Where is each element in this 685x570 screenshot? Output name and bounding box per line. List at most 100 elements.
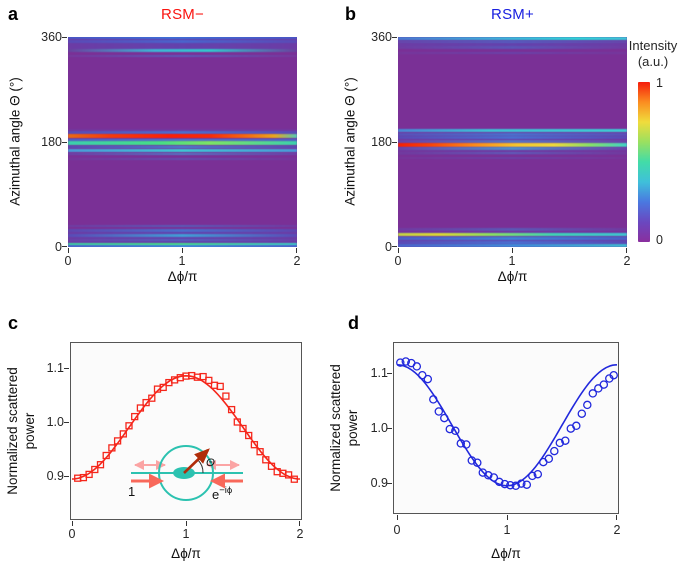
panel-c-xaxis-label: Δϕ/π — [171, 546, 201, 561]
data-point-square — [108, 444, 116, 452]
data-point-square — [102, 451, 110, 460]
tick-mark — [392, 142, 397, 143]
data-point-circle — [572, 421, 581, 431]
data-point-square — [136, 404, 145, 412]
panel-c-xtick-1: 1 — [182, 527, 190, 541]
data-point-circle — [550, 446, 559, 456]
data-point-circle — [500, 479, 510, 489]
panel-d-xtick-2: 2 — [613, 523, 621, 537]
panel-a-letter: a — [8, 4, 19, 24]
fit-curve — [396, 364, 618, 487]
data-point-circle — [429, 395, 438, 404]
heatmap-band — [68, 138, 297, 141]
colorbar-title-line1: Intensity — [628, 38, 678, 53]
counter-wave-base: e — [212, 487, 219, 502]
tick-mark — [398, 248, 399, 253]
heatmap-b — [398, 37, 627, 247]
heatmap-band — [68, 224, 297, 228]
tick-mark — [186, 521, 187, 526]
data-point-square — [148, 394, 156, 402]
heatmap-band — [398, 147, 627, 150]
heatmap-band — [68, 233, 297, 237]
heatmap-band — [68, 238, 297, 242]
panel-d-xtick-1: 1 — [503, 523, 511, 537]
panel-b-ytick-360: 360 — [371, 30, 392, 44]
panel-a-xtick-2: 2 — [293, 254, 301, 268]
data-point-square — [227, 405, 236, 414]
input-amplitude-label: 1 — [128, 484, 135, 499]
panel-a-title: RSM− — [161, 6, 204, 23]
panel-d-ytick-0_9: 0.9 — [370, 476, 388, 490]
data-point-square — [113, 437, 122, 445]
heatmap-band — [68, 229, 297, 233]
heatmap-band — [68, 153, 297, 156]
colorbar-min-label: 0 — [656, 233, 663, 247]
inset-diagram: 1 Θ e−iϕ — [128, 445, 243, 502]
heatmap-band — [398, 133, 627, 136]
panel-b-yaxis-label: Azimuthal angle Θ (°) — [342, 77, 358, 206]
angle-arc — [197, 459, 204, 474]
tick-mark — [626, 248, 627, 253]
heatmap-band — [68, 145, 297, 148]
panel-c-ytick-0_9: 0.9 — [46, 469, 64, 483]
data-point-square — [199, 372, 207, 381]
heatmap-band — [68, 148, 297, 152]
heatmap-band — [68, 48, 297, 52]
colorbar-max-label: 1 — [656, 76, 663, 90]
data-point-square — [131, 412, 139, 421]
tick-mark — [62, 246, 67, 247]
tick-mark — [387, 373, 392, 374]
panel-b-xaxis-label: Δϕ/π — [497, 269, 528, 284]
data-point-square — [96, 461, 105, 469]
heatmap-band — [398, 129, 627, 133]
heatmap-band — [68, 242, 297, 246]
panel-c-yaxis-label-line2: power — [22, 412, 37, 450]
panel-d-letter: d — [348, 313, 359, 333]
data-point-circle — [577, 409, 587, 418]
data-point-square — [159, 383, 167, 392]
panel-a-ytick-360: 360 — [41, 30, 62, 44]
data-point-circle — [522, 480, 532, 489]
data-point-circle — [609, 370, 618, 380]
heatmap-band — [398, 151, 627, 155]
colorbar-title-line2: (a.u.) — [637, 54, 669, 69]
heatmap-band — [398, 236, 627, 240]
counter-wave-exponent: −iϕ — [219, 485, 232, 496]
data-point-circle — [544, 454, 554, 464]
panel-d-xtick-0: 0 — [393, 523, 401, 537]
tick-mark — [64, 422, 69, 423]
data-point-circle — [467, 456, 477, 465]
tick-mark — [387, 428, 392, 429]
data-point-circle — [517, 479, 526, 488]
data-point-circle — [495, 477, 504, 487]
heatmap-band — [398, 136, 627, 140]
data-point-circle — [533, 469, 543, 479]
data-point-square — [284, 471, 293, 479]
data-point-square — [91, 465, 99, 474]
data-point-circle — [412, 362, 422, 371]
tick-mark — [507, 515, 508, 520]
panel-d-xaxis-label: Δϕ/π — [491, 546, 521, 561]
data-point-circle — [555, 438, 565, 448]
data-point-circle — [583, 400, 592, 410]
panel-b-ytick-180: 180 — [371, 135, 392, 149]
data-point-square — [222, 392, 230, 400]
heatmap-band — [398, 37, 627, 41]
tick-mark — [397, 515, 398, 520]
panel-a-ytick-180: 180 — [41, 135, 62, 149]
heatmap-band — [398, 51, 627, 54]
panel-c-yaxis-label: Normalized scattered power — [4, 311, 38, 551]
panel-b-letter: b — [345, 4, 356, 24]
panel-c-xtick-2: 2 — [296, 527, 304, 541]
tick-mark — [616, 515, 617, 520]
data-point-square — [125, 422, 133, 430]
tick-mark — [64, 368, 69, 369]
panel-b-title: RSM+ — [491, 6, 534, 23]
tick-mark — [512, 248, 513, 253]
heatmap-band — [68, 134, 297, 139]
panel-c-xtick-0: 0 — [68, 527, 76, 541]
data-point-circle — [440, 413, 449, 423]
angle-label: Θ — [206, 457, 215, 469]
data-point-circle — [451, 426, 460, 436]
panel-c-ytick-1_0: 1.0 — [46, 415, 64, 429]
